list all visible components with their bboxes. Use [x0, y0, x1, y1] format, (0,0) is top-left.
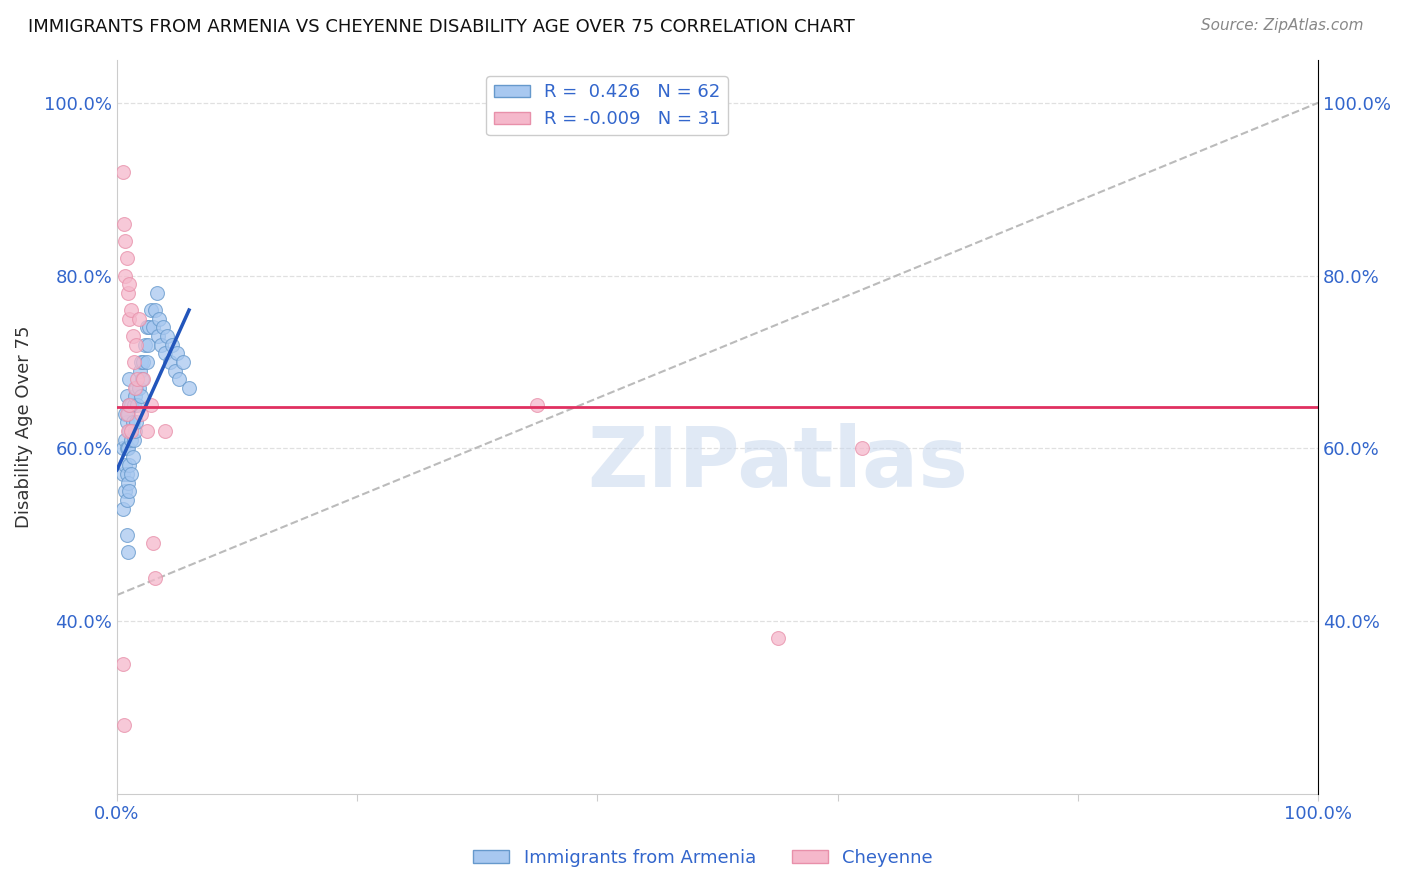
Point	[125, 337, 148, 351]
Point	[112, 717, 135, 731]
Point	[150, 337, 173, 351]
Point	[115, 467, 138, 482]
Text: ZIPatlas: ZIPatlas	[588, 423, 969, 504]
Point	[145, 285, 167, 300]
Point	[166, 346, 188, 360]
Point	[115, 441, 138, 455]
Point	[142, 536, 165, 550]
Point	[128, 311, 150, 326]
Point	[121, 450, 143, 464]
Point	[115, 415, 138, 429]
Point	[152, 320, 174, 334]
Text: Source: ZipAtlas.com: Source: ZipAtlas.com	[1201, 18, 1364, 33]
Point	[111, 441, 134, 455]
Point	[142, 320, 165, 334]
Point	[128, 363, 150, 377]
Point	[156, 329, 179, 343]
Point	[117, 545, 139, 559]
Point	[169, 372, 191, 386]
Point	[117, 424, 139, 438]
Point	[121, 329, 143, 343]
Point	[129, 355, 152, 369]
Point	[160, 337, 183, 351]
Point	[136, 355, 159, 369]
Point	[118, 372, 141, 386]
Point	[153, 424, 176, 438]
Point	[120, 303, 142, 318]
Legend: Immigrants from Armenia, Cheyenne: Immigrants from Armenia, Cheyenne	[465, 842, 941, 874]
Point	[118, 424, 141, 438]
Point	[117, 285, 139, 300]
Point	[118, 398, 141, 412]
Point	[129, 389, 152, 403]
Point	[136, 320, 159, 334]
Point	[129, 407, 152, 421]
Point	[115, 527, 138, 541]
Point	[132, 355, 155, 369]
Point	[127, 372, 149, 386]
Point	[125, 381, 148, 395]
Point	[148, 311, 170, 326]
Point	[118, 484, 141, 499]
Point	[159, 355, 181, 369]
Point	[139, 303, 162, 318]
Point	[136, 337, 159, 351]
Point	[138, 320, 160, 334]
Point	[122, 355, 145, 369]
Point	[120, 433, 142, 447]
Point	[128, 381, 150, 395]
Point	[112, 217, 135, 231]
Point	[136, 424, 159, 438]
Point	[177, 381, 200, 395]
Point	[145, 571, 167, 585]
Point	[111, 501, 134, 516]
Point	[118, 311, 141, 326]
Point	[114, 433, 136, 447]
Y-axis label: Disability Age Over 75: Disability Age Over 75	[15, 326, 32, 528]
Point	[114, 407, 136, 421]
Point	[124, 389, 146, 403]
Point	[111, 657, 134, 672]
Point	[132, 372, 155, 386]
Text: IMMIGRANTS FROM ARMENIA VS CHEYENNE DISABILITY AGE OVER 75 CORRELATION CHART: IMMIGRANTS FROM ARMENIA VS CHEYENNE DISA…	[28, 18, 855, 36]
Point	[122, 433, 145, 447]
Point	[124, 381, 146, 395]
Point	[124, 424, 146, 438]
Point	[145, 303, 167, 318]
Point	[115, 407, 138, 421]
Point	[117, 407, 139, 421]
Point	[118, 458, 141, 473]
Point	[111, 467, 134, 482]
Point	[120, 467, 142, 482]
Point	[526, 398, 548, 412]
Point	[851, 441, 873, 455]
Point	[114, 234, 136, 248]
Point	[131, 372, 153, 386]
Point	[115, 389, 138, 403]
Legend: R =  0.426   N = 62, R = -0.009   N = 31: R = 0.426 N = 62, R = -0.009 N = 31	[486, 76, 728, 136]
Point	[118, 398, 141, 412]
Point	[153, 346, 176, 360]
Point	[114, 458, 136, 473]
Point	[114, 484, 136, 499]
Point	[139, 398, 162, 412]
Point	[134, 337, 156, 351]
Point	[118, 277, 141, 292]
Point	[163, 363, 186, 377]
Point	[766, 631, 789, 645]
Point	[115, 251, 138, 265]
Point	[121, 415, 143, 429]
Point	[111, 165, 134, 179]
Point	[122, 398, 145, 412]
Point	[120, 398, 142, 412]
Point	[117, 475, 139, 490]
Point	[117, 441, 139, 455]
Point	[127, 398, 149, 412]
Point	[115, 493, 138, 508]
Point	[146, 329, 169, 343]
Point	[120, 424, 142, 438]
Point	[172, 355, 194, 369]
Point	[114, 268, 136, 283]
Point	[125, 415, 148, 429]
